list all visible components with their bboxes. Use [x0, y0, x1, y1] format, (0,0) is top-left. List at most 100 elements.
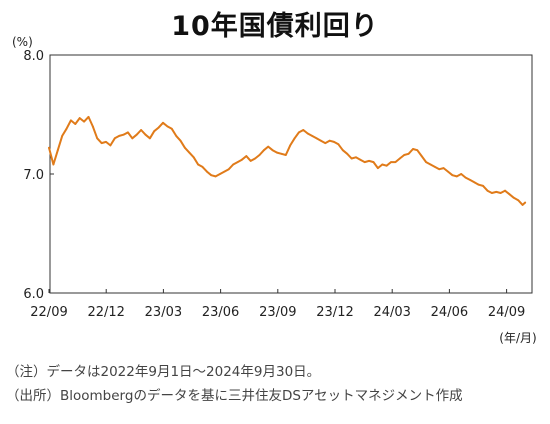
- data-point: [74, 123, 77, 125]
- x-axis: 22/09 22/12 23/03 23/06 23/09 23/12 24/03 24/06…: [30, 289, 525, 320]
- data-point: [153, 130, 156, 133]
- data-point: [48, 146, 50, 149]
- data-point: [412, 148, 414, 150]
- data-point: [499, 192, 502, 194]
- data-point: [263, 149, 265, 152]
- data-point: [293, 137, 296, 140]
- data-point: [377, 167, 379, 170]
- data-point: [451, 174, 454, 177]
- data-point: [83, 120, 85, 123]
- x-tick-label: 23/12: [316, 305, 353, 320]
- data-point: [197, 163, 200, 166]
- data-point: [337, 143, 340, 146]
- data-point: [219, 173, 221, 175]
- data-point: [109, 144, 112, 147]
- data-point: [276, 151, 278, 154]
- data-point: [61, 135, 64, 137]
- data-point: [315, 137, 318, 140]
- data-point: [157, 126, 160, 129]
- data-point: [289, 144, 292, 147]
- data-point: [280, 152, 283, 155]
- y-tick-label: 7.0: [23, 168, 44, 183]
- data-point: [455, 175, 458, 178]
- data-point: [87, 116, 90, 118]
- data-point: [206, 170, 208, 173]
- data-point: [368, 160, 370, 162]
- data-point: [398, 157, 401, 160]
- data-point: [469, 179, 471, 181]
- data-point: [70, 119, 72, 122]
- data-point: [113, 137, 116, 140]
- footnote-source: （出所）Bloombergのデータを基に三井住友DSアセットマネジメント作成: [6, 388, 463, 404]
- data-point: [135, 133, 138, 136]
- data-point: [434, 166, 436, 168]
- data-point: [105, 141, 107, 143]
- data-point: [170, 127, 173, 130]
- data-point: [416, 149, 419, 152]
- data-point: [179, 139, 182, 142]
- data-point: [512, 196, 515, 199]
- data-point: [227, 168, 230, 171]
- data-point: [385, 164, 388, 167]
- data-point: [201, 166, 204, 168]
- x-tick-label: 24/09: [488, 305, 525, 320]
- data-point: [254, 157, 256, 160]
- data-point: [127, 131, 129, 134]
- data-point: [210, 174, 213, 177]
- x-tick-label: 24/06: [431, 305, 468, 320]
- data-point: [425, 161, 427, 164]
- x-tick-label: 24/03: [373, 305, 410, 320]
- data-point: [464, 176, 467, 179]
- data-point: [65, 127, 68, 130]
- x-tick-label: 23/09: [259, 305, 296, 320]
- data-point: [131, 137, 134, 140]
- data-point: [56, 149, 59, 152]
- data-point: [359, 158, 362, 161]
- chart-title: 10年国債利回り: [171, 11, 379, 42]
- x-tick-label: 23/06: [202, 305, 239, 320]
- data-point: [508, 193, 511, 196]
- data-point: [96, 137, 99, 140]
- data-point: [140, 129, 143, 131]
- data-point: [162, 121, 164, 124]
- data-point: [118, 135, 121, 137]
- data-point: [486, 189, 489, 192]
- data-point: [473, 181, 476, 184]
- series-layer: [48, 115, 527, 206]
- data-point: [341, 149, 344, 152]
- data-point: [100, 142, 103, 145]
- data-point: [407, 152, 410, 155]
- data-point: [420, 155, 423, 158]
- data-point: [429, 163, 432, 166]
- data-point: [311, 135, 313, 137]
- data-point: [232, 163, 235, 166]
- data-point: [241, 158, 243, 161]
- data-point: [249, 160, 252, 162]
- data-point: [482, 185, 484, 187]
- data-point: [236, 161, 239, 164]
- data-point: [333, 141, 335, 143]
- data-point: [78, 117, 81, 119]
- data-point: [390, 161, 392, 164]
- data-point: [175, 135, 178, 137]
- data-point: [355, 156, 357, 159]
- data-point: [223, 170, 226, 173]
- data-point: [324, 142, 327, 145]
- data-point: [460, 173, 463, 175]
- y-axis: 8.0 7.0 6.0: [23, 49, 54, 302]
- data-point: [403, 154, 406, 156]
- data-point: [524, 201, 526, 204]
- data-point: [52, 163, 55, 166]
- x-tick-label: 22/09: [30, 305, 67, 320]
- data-point: [394, 161, 397, 164]
- data-point: [521, 204, 524, 206]
- data-point: [91, 125, 94, 128]
- data-point: [491, 192, 493, 194]
- data-point: [381, 163, 384, 166]
- data-point: [477, 183, 480, 186]
- data-point: [320, 139, 322, 142]
- data-point: [122, 133, 125, 136]
- data-point: [350, 157, 353, 160]
- data-point: [184, 146, 186, 149]
